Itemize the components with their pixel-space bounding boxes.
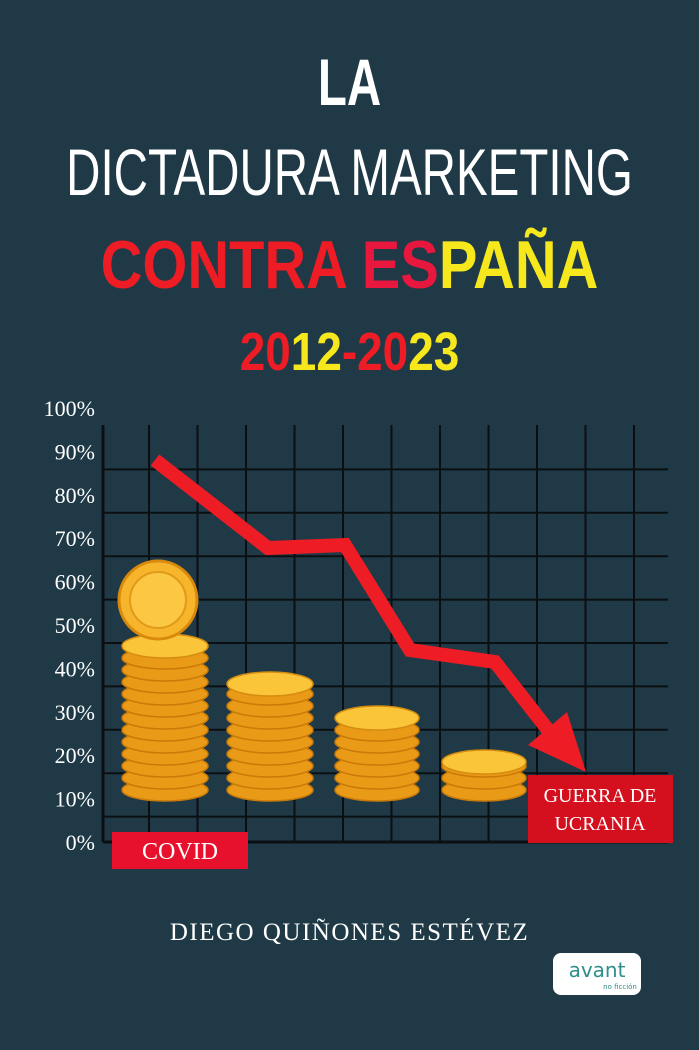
title-line: DICTADURA MARKETING — [66, 136, 633, 209]
coin — [334, 705, 420, 731]
years-part: -20 — [342, 322, 408, 382]
publisher-name: avant — [569, 958, 626, 982]
publisher-collection: no ficción — [603, 983, 637, 991]
axis-label: 50% — [55, 613, 95, 638]
label: UCRANIA — [554, 813, 646, 835]
coin — [226, 671, 314, 697]
arrow-head — [528, 712, 586, 772]
axis-label: 70% — [55, 526, 95, 551]
axis-label: 80% — [55, 483, 95, 508]
axis-label: 90% — [55, 439, 95, 464]
axis-label: 10% — [55, 787, 95, 812]
coin — [441, 749, 527, 775]
title-group: LA DICTADURA MARKETING — [66, 46, 633, 209]
axis-label: 0% — [66, 830, 95, 855]
coin — [129, 571, 187, 629]
subtitle-group: CONTRA ESPAÑA 2012-2023 — [101, 227, 599, 382]
axis-label: 40% — [55, 656, 95, 681]
axis-label: 30% — [55, 700, 95, 725]
publisher-logo — [553, 953, 641, 995]
axis-label: 60% — [55, 570, 95, 595]
years-part: 20 — [240, 322, 291, 382]
coins — [117, 559, 527, 802]
years-part: 23 — [408, 322, 459, 382]
years: 2012-2023 — [240, 322, 460, 382]
label: COVID — [142, 839, 218, 865]
arrow — [150, 454, 554, 735]
subtitle-part: ES — [362, 228, 439, 303]
label: GUERRA DE — [544, 785, 657, 807]
author: DIEGO QUIÑONES ESTÉVEZ — [170, 918, 529, 946]
subtitle-part: PAÑA — [439, 227, 598, 304]
axis-label: 20% — [55, 743, 95, 768]
label-box — [528, 775, 673, 843]
title-line: LA — [318, 46, 381, 119]
label-box — [112, 832, 248, 869]
subtitle-part: CONTRA — [101, 228, 362, 303]
years-part: 12 — [291, 322, 342, 382]
axis-label: 100% — [44, 396, 95, 421]
subtitle: CONTRA ESPAÑA — [101, 227, 599, 304]
